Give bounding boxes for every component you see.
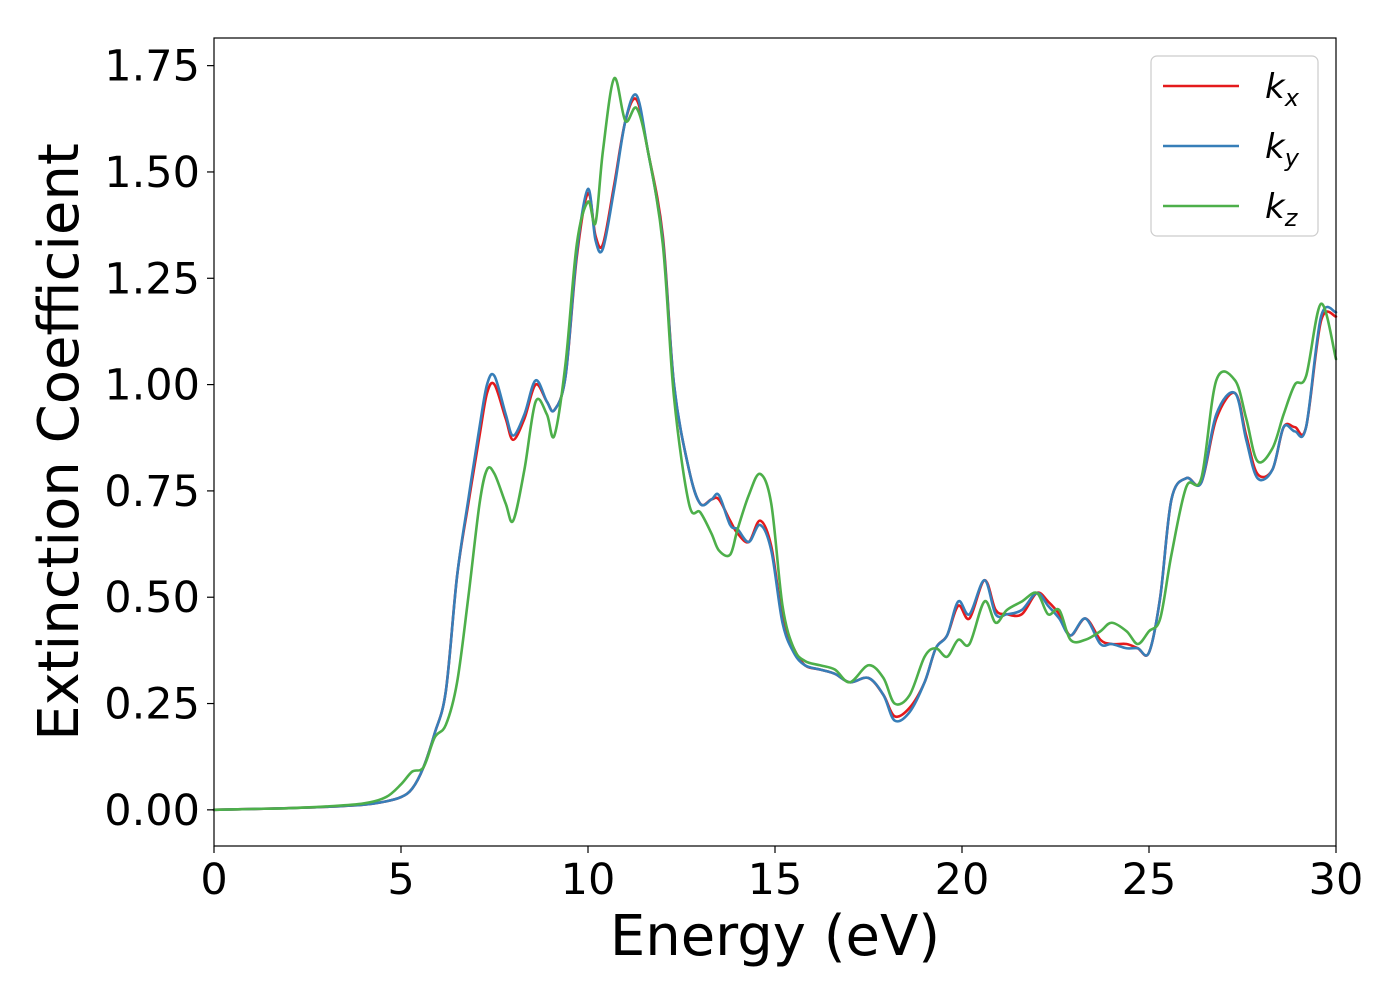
plot-lines	[212, 77, 1338, 812]
series-line-y	[212, 93, 1338, 812]
legend-label-main: k	[1265, 187, 1286, 227]
y-tick-label: 0.75	[104, 467, 200, 517]
y-axis-label: Extinction Coefficient	[27, 143, 92, 741]
x-axis: 0 5 10 15 20 25 30	[200, 846, 1363, 905]
y-tick-label: 1.50	[104, 148, 200, 198]
y-tick-label: 0.25	[104, 680, 200, 730]
x-tick-label: 0	[200, 855, 227, 905]
y-tick-label: 0.00	[104, 786, 200, 836]
legend-label-y: ky	[1265, 127, 1300, 172]
x-tick-label: 5	[387, 855, 414, 905]
y-tick-label: 1.25	[104, 254, 200, 304]
legend-label-subscript: y	[1284, 144, 1300, 172]
legend-label-subscript: x	[1284, 84, 1300, 112]
x-tick-label: 10	[561, 855, 616, 905]
x-tick-label: 15	[748, 855, 803, 905]
y-tick-label: 1.75	[104, 42, 200, 92]
y-tick-label: 1.00	[104, 361, 200, 411]
legend-label-x: kx	[1265, 67, 1300, 112]
x-tick-label: 25	[1122, 855, 1177, 905]
x-axis-label: Energy (eV)	[610, 904, 940, 969]
legend-label-main: k	[1265, 127, 1286, 167]
legend-label-main: k	[1265, 67, 1286, 107]
y-axis: 0.00 0.25 0.50 0.75 1.00 1.25 1.50 1.75	[104, 42, 214, 836]
x-tick-label: 30	[1309, 855, 1364, 905]
y-tick-label: 0.50	[104, 573, 200, 623]
legend-label-z: kz	[1265, 187, 1299, 232]
x-tick-label: 20	[935, 855, 990, 905]
series-line-z	[212, 77, 1338, 812]
legend-label-subscript: z	[1284, 204, 1299, 232]
